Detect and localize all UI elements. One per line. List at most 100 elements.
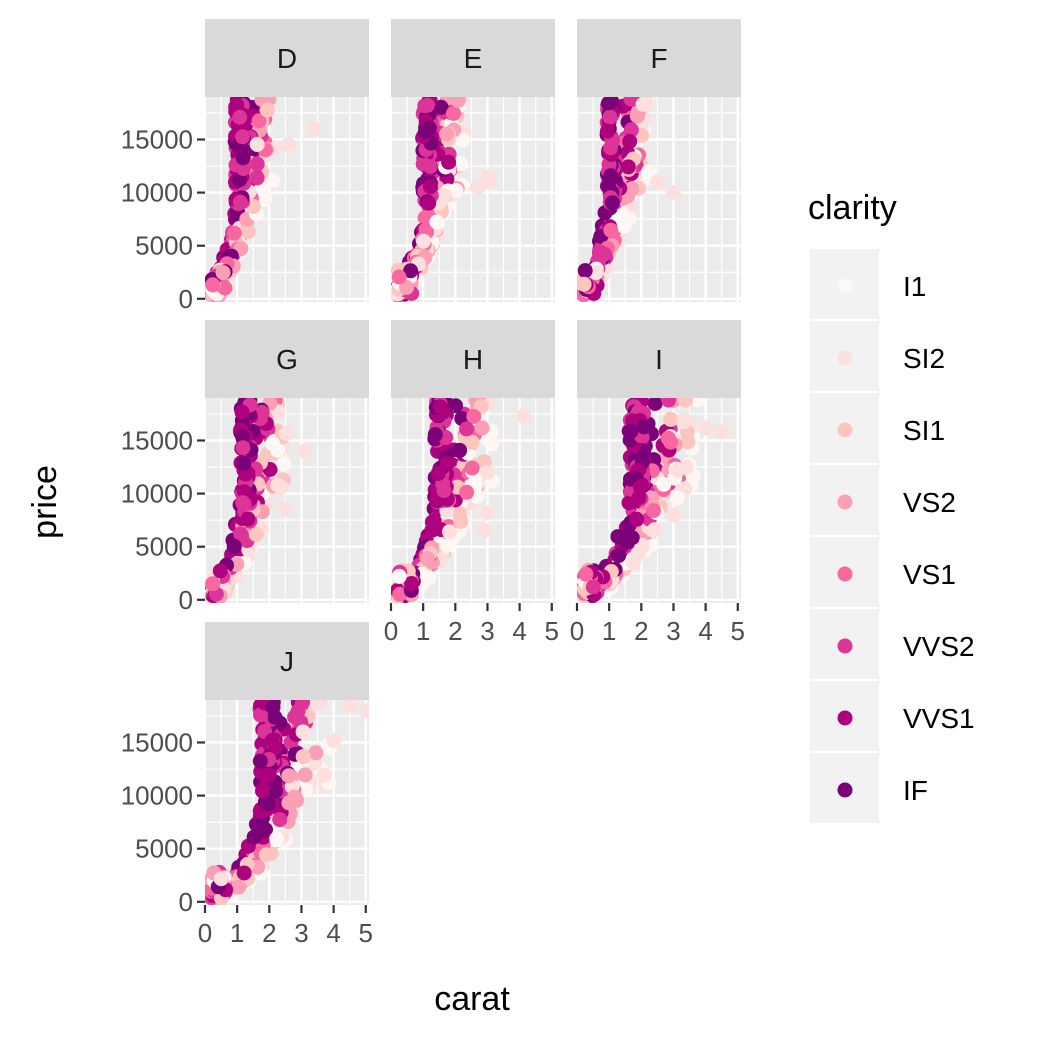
data-point: [258, 847, 274, 863]
data-point: [419, 97, 435, 113]
points-group: [205, 97, 322, 302]
data-point: [306, 121, 322, 137]
data-point: [691, 398, 707, 408]
x-tick-label: 1: [416, 616, 430, 646]
data-point: [616, 218, 632, 234]
data-point: [442, 524, 457, 540]
data-point: [269, 831, 285, 847]
x-tick-label: 3: [480, 616, 494, 646]
facet-strip-E: [391, 19, 555, 97]
data-point: [453, 513, 469, 529]
data-point: [287, 789, 303, 805]
data-point: [629, 108, 645, 124]
data-point: [403, 263, 419, 279]
data-point: [577, 276, 592, 292]
legend-entry: VVS1: [810, 681, 975, 751]
data-point: [310, 700, 325, 712]
data-point: [213, 871, 229, 887]
data-point: [603, 168, 619, 184]
data-point: [604, 195, 620, 211]
legend-entry: SI1: [810, 393, 945, 463]
legend-entry: SI2: [810, 321, 945, 391]
data-point: [421, 195, 437, 211]
legend-title: clarity: [808, 189, 897, 227]
y-tick-label: 5000: [135, 834, 193, 864]
x-tick-label: 1: [230, 918, 244, 948]
data-point: [466, 409, 482, 424]
data-point: [278, 426, 294, 441]
data-point: [249, 156, 265, 172]
data-point: [516, 408, 532, 424]
data-point: [255, 822, 271, 838]
data-point: [253, 707, 268, 723]
data-point: [656, 476, 672, 492]
data-point: [290, 703, 306, 719]
data-point: [455, 132, 471, 148]
legend-key-swatch: [837, 494, 853, 510]
legend-key-swatch: [837, 566, 853, 582]
legend-label: VVS1: [903, 703, 975, 734]
y-axis-title: price: [26, 465, 64, 539]
facet-panel-H: H 0 1 2 3 4 5: [384, 320, 559, 646]
data-point: [422, 179, 438, 195]
data-point: [436, 483, 452, 499]
facet-strip-F: [577, 19, 741, 97]
data-point: [277, 502, 293, 517]
data-point: [235, 161, 251, 177]
data-point: [429, 214, 445, 230]
data-point: [622, 133, 638, 149]
data-point: [297, 767, 313, 783]
legend-entry: I1: [810, 249, 926, 319]
points-group: [391, 97, 497, 302]
data-point: [236, 455, 252, 471]
data-point: [452, 442, 468, 458]
data-point: [603, 222, 619, 238]
data-point: [476, 523, 492, 539]
y-tick-label: 0: [179, 284, 193, 314]
data-point: [661, 398, 677, 408]
data-point: [474, 420, 490, 436]
data-point: [295, 724, 311, 740]
legend-label: VS1: [903, 559, 956, 590]
data-point: [281, 768, 297, 784]
data-point: [276, 456, 292, 472]
data-point: [714, 424, 730, 440]
data-point: [577, 263, 593, 279]
x-tick-label: 3: [294, 918, 308, 948]
y-tick-label: 10000: [121, 178, 193, 208]
data-point: [417, 210, 433, 226]
data-point: [588, 265, 604, 281]
data-point: [484, 436, 500, 452]
data-point: [399, 280, 414, 295]
data-point: [459, 484, 475, 500]
data-point: [260, 102, 275, 118]
data-point: [226, 225, 242, 241]
data-point: [698, 420, 714, 436]
x-tick-label: 5: [545, 616, 559, 646]
data-point: [272, 812, 288, 828]
data-point: [620, 534, 636, 550]
data-point: [249, 170, 265, 186]
data-point: [261, 767, 277, 783]
facet-strip-label: I: [655, 344, 663, 375]
points-group: [205, 398, 313, 603]
data-point: [252, 753, 268, 769]
legend-key-swatch: [837, 350, 853, 366]
y-tick-label: 15000: [121, 124, 193, 154]
data-point: [358, 703, 369, 719]
points-group: [577, 398, 730, 603]
data-point: [446, 105, 461, 121]
data-point: [623, 424, 639, 440]
data-point: [450, 97, 466, 108]
data-point: [631, 490, 647, 506]
points-group: [391, 398, 532, 603]
legend-entry: VS1: [810, 537, 956, 607]
facet-panel-I: I 0 1 2 3 4 5: [570, 320, 745, 646]
data-point: [342, 700, 358, 713]
x-axis-title: carat: [434, 980, 510, 1018]
data-point: [585, 579, 601, 595]
data-point: [480, 169, 495, 185]
data-point: [264, 733, 280, 748]
